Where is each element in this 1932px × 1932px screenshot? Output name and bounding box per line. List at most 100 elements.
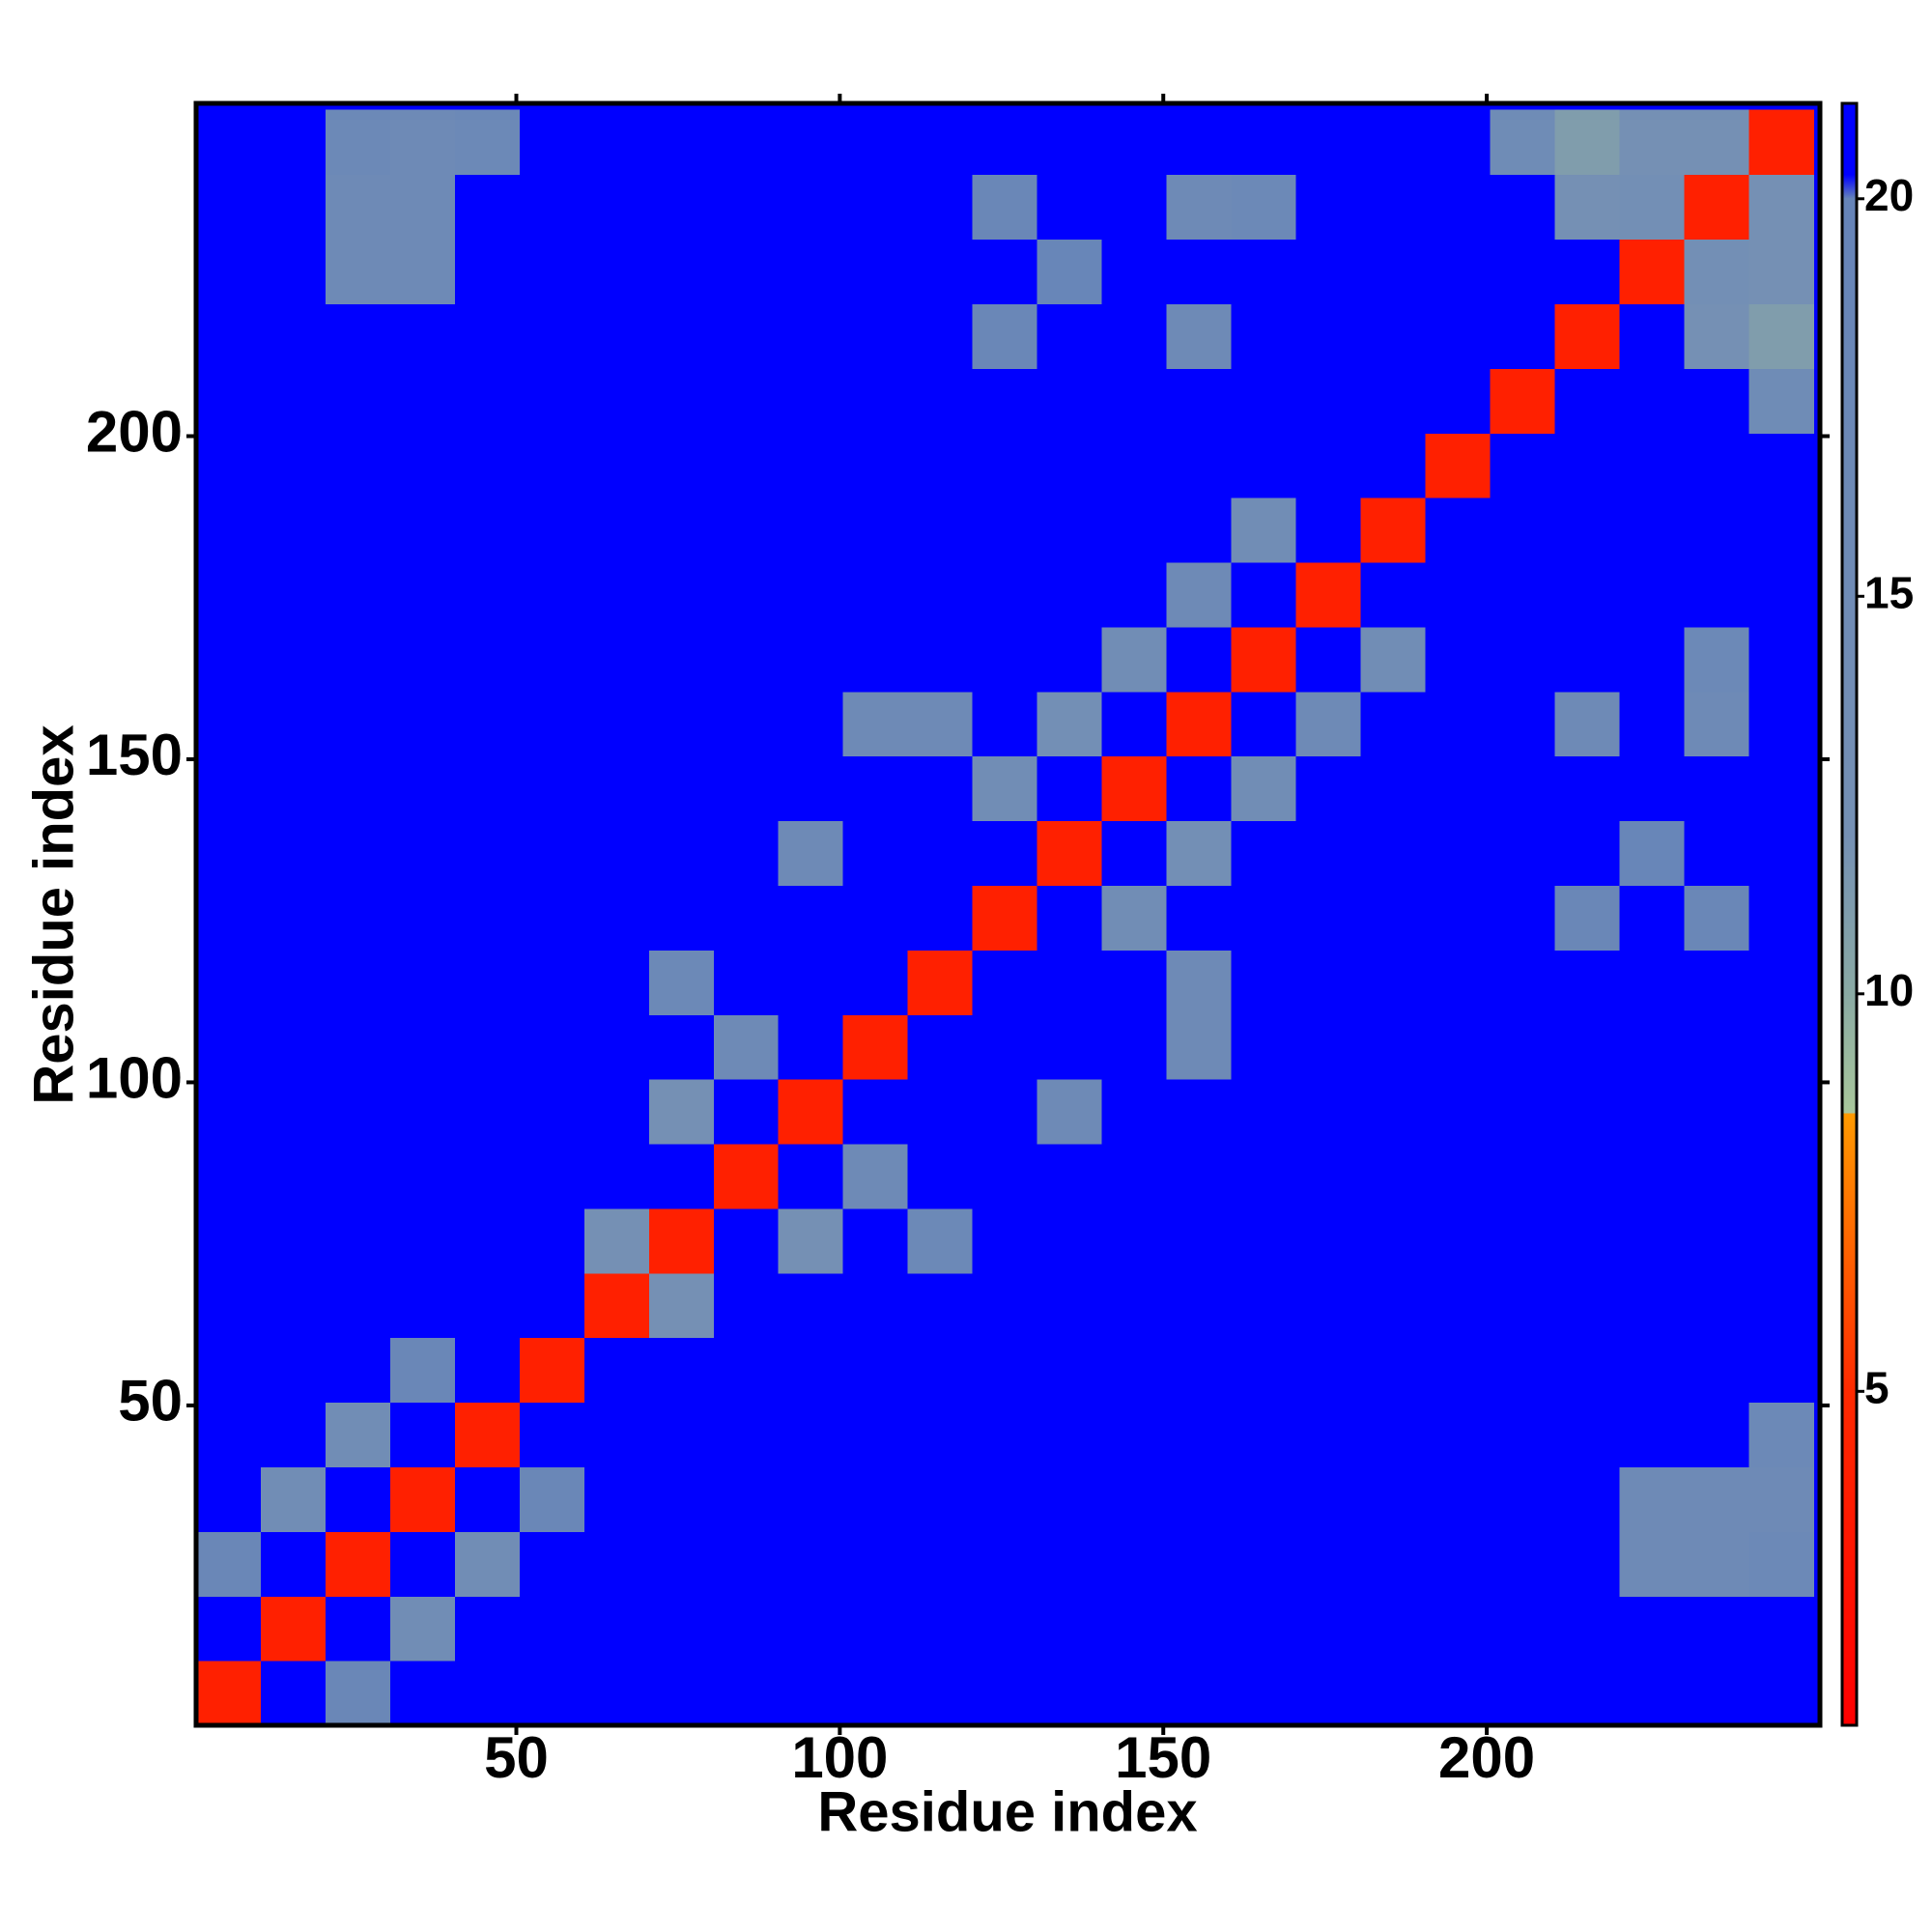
heatmap-cell (1554, 1661, 1620, 1726)
heatmap-cell (196, 174, 262, 241)
heatmap-cell (1360, 626, 1427, 693)
heatmap-cell (1619, 1661, 1685, 1726)
heatmap-cell (907, 1143, 974, 1209)
heatmap-cell (389, 1208, 456, 1274)
heatmap-cell (519, 885, 585, 951)
heatmap-cell (1684, 1596, 1749, 1662)
heatmap-cell (519, 1466, 585, 1532)
heatmap-cell (583, 1596, 650, 1662)
heatmap-cell (325, 433, 391, 498)
heatmap-cell (389, 433, 456, 498)
heatmap-cell (972, 1272, 1038, 1339)
heatmap-cell (907, 1208, 974, 1274)
heatmap-cell (1684, 433, 1749, 498)
heatmap-cell (1295, 1079, 1362, 1145)
heatmap-cell (778, 239, 844, 304)
colorbar (1840, 101, 1859, 1727)
heatmap-cell (519, 368, 585, 434)
heatmap-cell (1684, 755, 1749, 822)
heatmap-cell (842, 433, 909, 498)
heatmap-cell (648, 1079, 715, 1145)
x-tick-label: 150 (1115, 1725, 1211, 1790)
heatmap-cell (1684, 239, 1749, 304)
heatmap-cell (1490, 1531, 1556, 1597)
heatmap-cell (1425, 1466, 1492, 1532)
heatmap-cell (583, 885, 650, 951)
heatmap-cell (1101, 368, 1168, 434)
heatmap-cell (778, 303, 844, 369)
heatmap-cell (1037, 561, 1103, 628)
heatmap-cell (1166, 1596, 1233, 1662)
heatmap-cell (1554, 368, 1620, 434)
heatmap-cell (389, 174, 456, 241)
colorbar-tick-label: 20 (1864, 170, 1914, 220)
heatmap-cell (1360, 1466, 1427, 1532)
heatmap-cell (648, 174, 715, 241)
heatmap-cell (1619, 626, 1685, 693)
heatmap-cell (1554, 174, 1620, 241)
heatmap-cell (1037, 1466, 1103, 1532)
axes: 50 100 150 200 50 100 150 200 5 10 15 20 (86, 94, 1914, 1790)
heatmap-cell (1490, 368, 1556, 434)
heatmap-cell (713, 1531, 780, 1597)
heatmap-cell (1037, 755, 1103, 822)
heatmap-cell (1101, 1014, 1168, 1080)
heatmap-cell (1619, 174, 1685, 241)
heatmap-cell (1037, 303, 1103, 369)
heatmap-cell (1101, 1272, 1168, 1339)
heatmap-cell (1684, 561, 1749, 628)
heatmap-cell (907, 1014, 974, 1080)
heatmap-cell (1684, 303, 1749, 369)
heatmap-cell (1619, 1272, 1685, 1339)
heatmap-cell (583, 691, 650, 757)
heatmap-cell (648, 1661, 715, 1726)
heatmap-cell (907, 1337, 974, 1404)
heatmap-cell (1231, 755, 1297, 822)
heatmap-cell (1748, 820, 1814, 886)
heatmap-cell (260, 1143, 327, 1209)
heatmap-cell (1490, 1402, 1556, 1468)
heatmap-cell (454, 1014, 521, 1080)
heatmap-cell (972, 820, 1038, 886)
heatmap-cell (1360, 1661, 1427, 1726)
heatmap-cell (1231, 109, 1297, 176)
heatmap-cell (325, 174, 391, 241)
heatmap-cell (648, 820, 715, 886)
heatmap-cell (1748, 626, 1814, 693)
heatmap-cell (1619, 497, 1685, 563)
heatmap-cell (648, 1272, 715, 1339)
heatmap-cell (260, 303, 327, 369)
heatmap-cell (907, 755, 974, 822)
heatmap-cell (1295, 303, 1362, 369)
heatmap-cell (1748, 1208, 1814, 1274)
heatmap-cell (1166, 303, 1233, 369)
heatmap-cell (519, 1143, 585, 1209)
y-tick-label: 50 (118, 1369, 183, 1434)
heatmap-cell (1101, 1661, 1168, 1726)
heatmap-cell (842, 1079, 909, 1145)
heatmap-cell (1037, 1272, 1103, 1339)
heatmap-cell (1554, 1079, 1620, 1145)
heatmap-cell (1490, 950, 1556, 1015)
heatmap-cell (648, 1466, 715, 1532)
heatmap-cell (1037, 368, 1103, 434)
heatmap-cell (260, 755, 327, 822)
heatmap-cell (519, 626, 585, 693)
heatmap-cell (1231, 1466, 1297, 1532)
heatmap-cell (778, 109, 844, 176)
heatmap-cell (325, 820, 391, 886)
heatmap-cell (778, 1208, 844, 1274)
heatmap-cell (1619, 1208, 1685, 1274)
heatmap-cell (389, 1466, 456, 1532)
heatmap-cell (1748, 497, 1814, 563)
heatmap-cell (1490, 885, 1556, 951)
heatmap-cell (1231, 1143, 1297, 1209)
heatmap-cell (325, 626, 391, 693)
heatmap-cell (1748, 109, 1814, 176)
heatmap (196, 103, 1820, 1726)
heatmap-cell (1684, 1661, 1749, 1726)
heatmap-cell (1101, 174, 1168, 241)
heatmap-cell (454, 885, 521, 951)
heatmap-cell (1554, 1272, 1620, 1339)
heatmap-cell (1037, 1402, 1103, 1468)
